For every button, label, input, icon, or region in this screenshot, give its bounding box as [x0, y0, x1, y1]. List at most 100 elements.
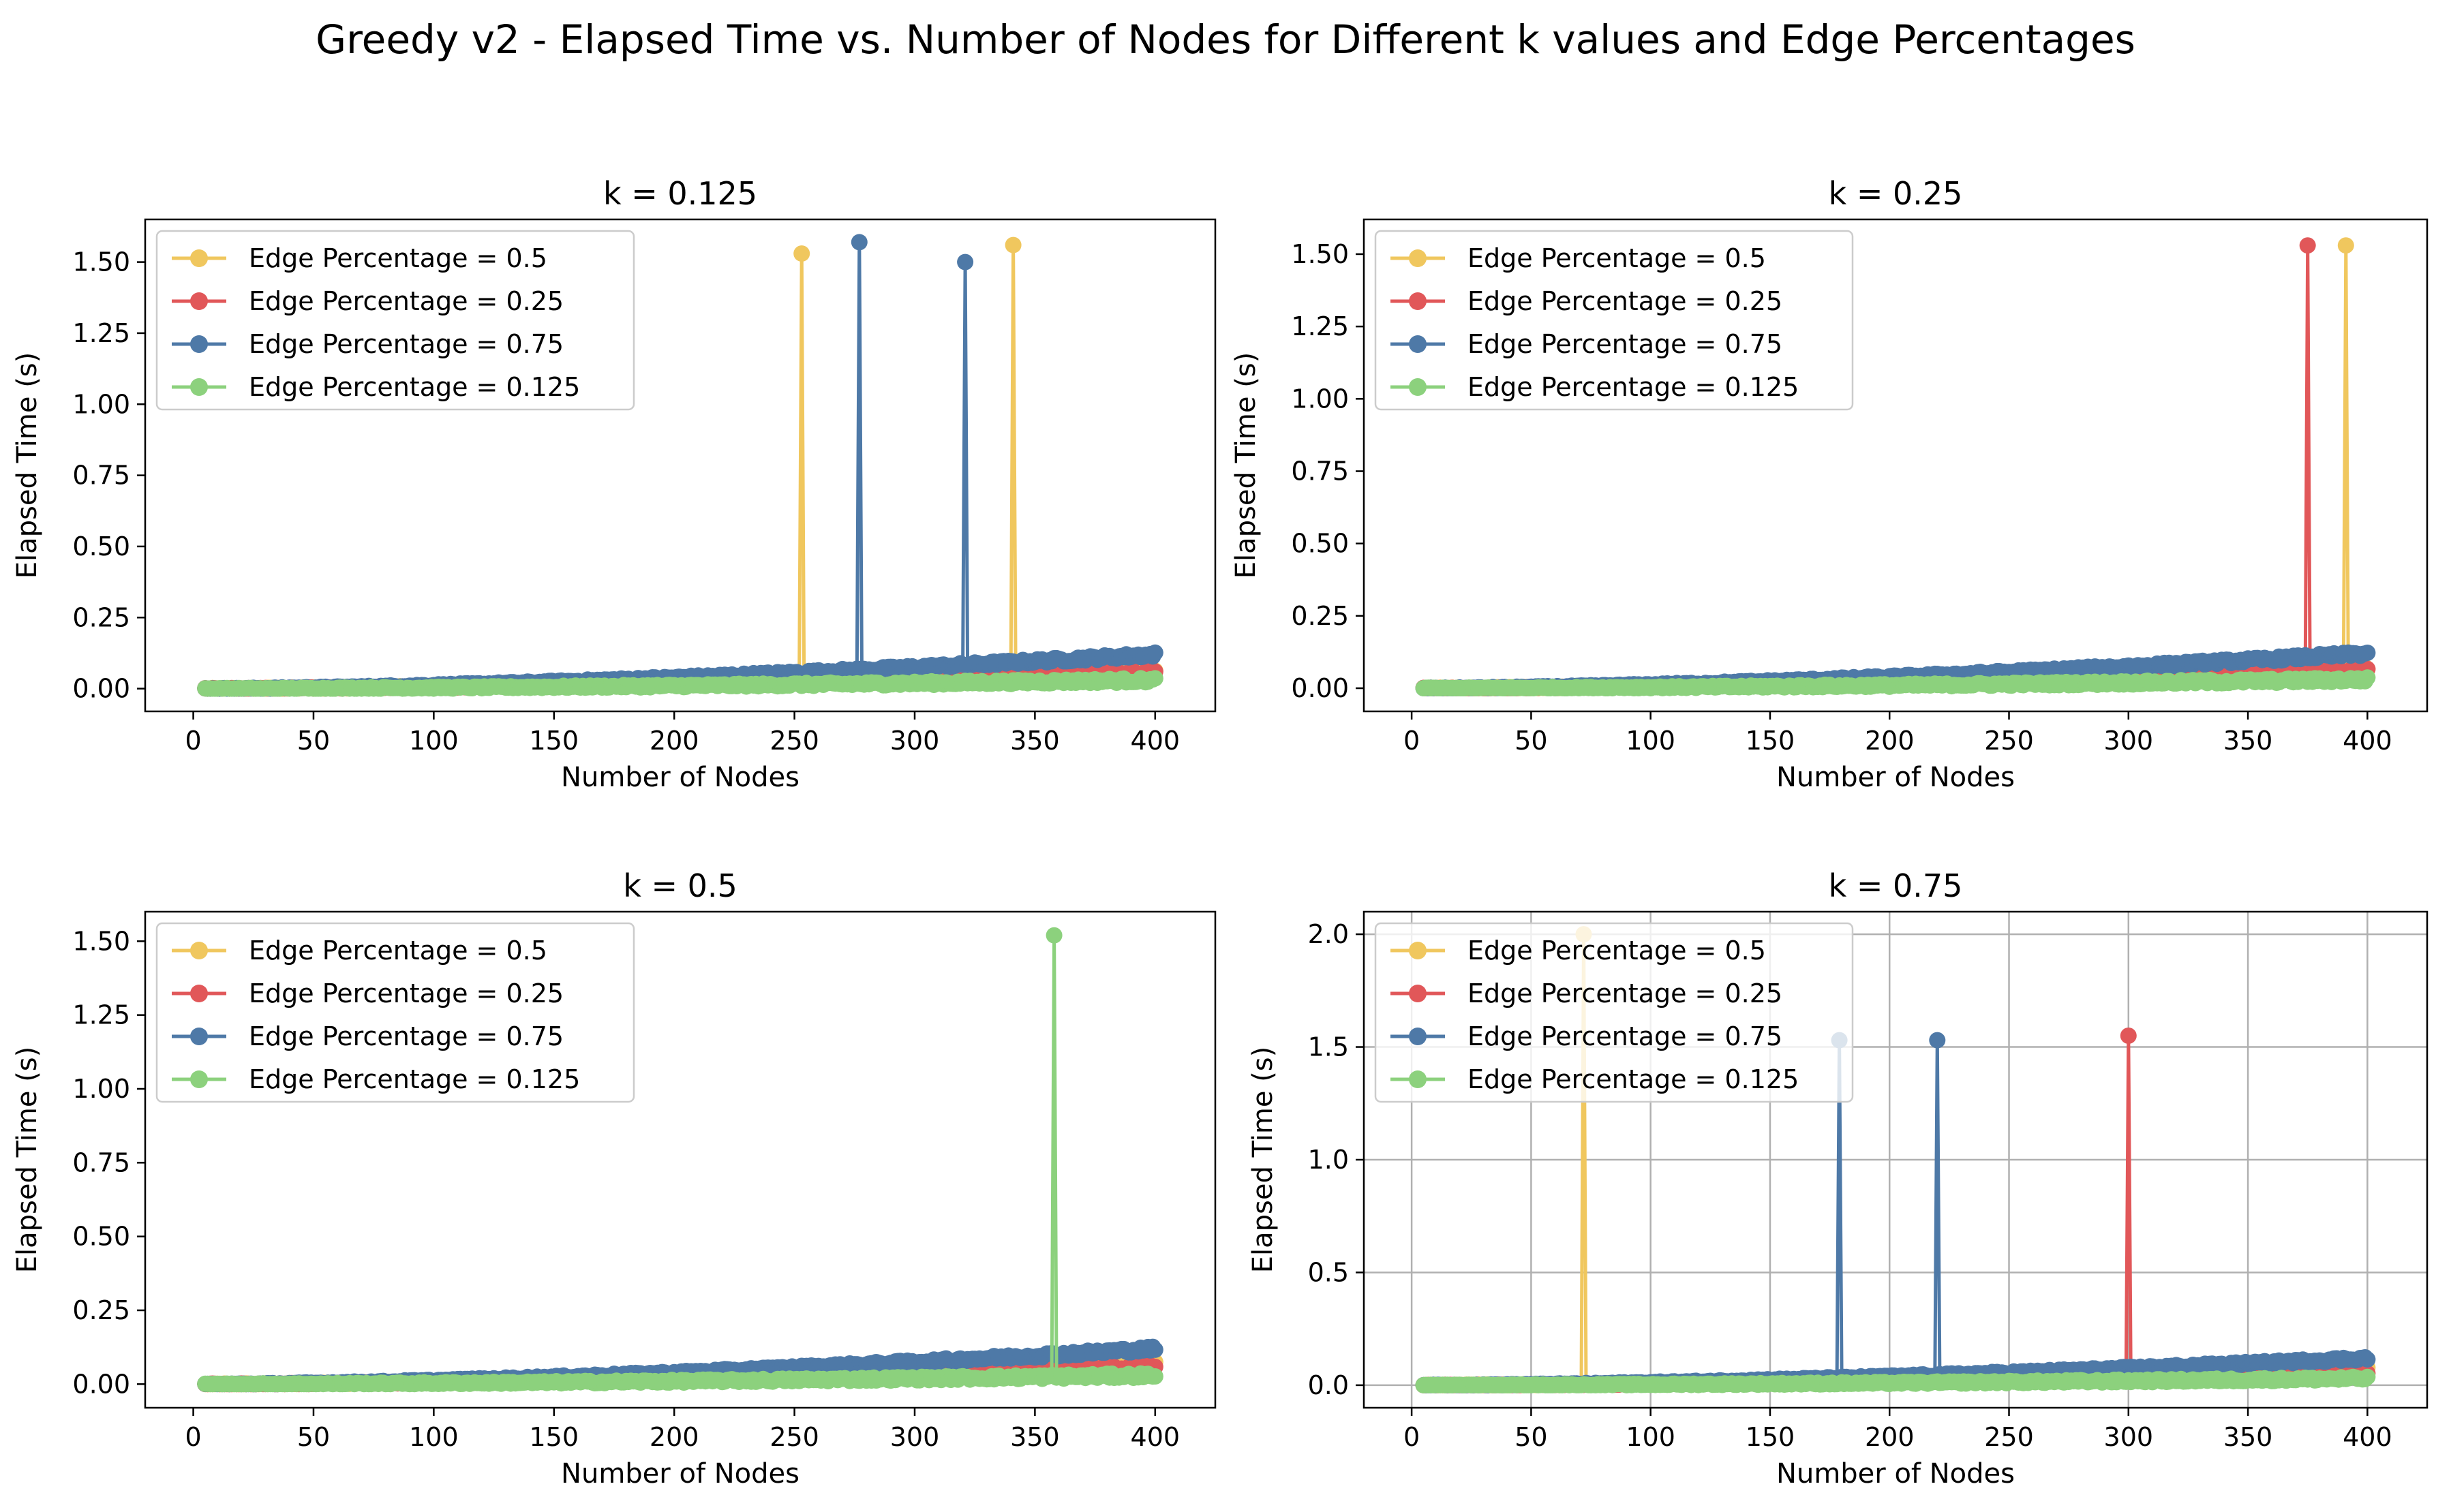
y-tick-label: 0.00: [72, 674, 130, 704]
x-tick-label: 150: [530, 1422, 579, 1452]
legend-label: Edge Percentage = 0.75: [249, 329, 564, 359]
x-tick-label: 350: [1010, 1422, 1060, 1452]
x-axis-label: Number of Nodes: [1776, 762, 2015, 793]
data-point: [1046, 927, 1063, 944]
x-tick-label: 400: [1131, 1422, 1181, 1452]
x-tick-label: 100: [409, 726, 459, 756]
subplot-3: 0 50 100 150 200 250 300 350 4000.000.250.500.75…: [12, 867, 1217, 1490]
data-point: [2359, 669, 2376, 686]
x-tick-label: 200: [650, 726, 699, 756]
y-tick-label: 1.00: [1291, 384, 1349, 414]
data-point: [957, 253, 974, 271]
legend: Edge Percentage = 0.5 Edge Percentage = 0…: [155, 230, 635, 411]
legend: Edge Percentage = 0.5 Edge Percentage = 0…: [1374, 230, 1854, 411]
x-axis-label: Number of Nodes: [561, 1458, 800, 1490]
x-tick-label: 300: [890, 726, 940, 756]
data-point: [1146, 644, 1163, 661]
y-tick-label: 1.25: [72, 1000, 130, 1030]
subplot-title: k = 0.125: [603, 175, 757, 212]
axes-frame: [144, 910, 1217, 1409]
plot-area: [1415, 926, 2376, 1393]
x-tick-label: 200: [650, 1422, 699, 1452]
y-axis-label: Elapsed Time (s): [12, 352, 43, 579]
y-tick-label: 0.50: [72, 531, 130, 561]
legend-marker: [190, 1028, 208, 1045]
x-tick-label: 150: [1746, 726, 1795, 756]
data-point: [1146, 1341, 1163, 1358]
x-tick-label: 350: [2223, 726, 2273, 756]
legend-label: Edge Percentage = 0.25: [1467, 286, 1782, 316]
y-tick-label: 0.75: [1291, 456, 1349, 486]
legend-label: Edge Percentage = 0.5: [249, 243, 547, 273]
x-tick-label: 250: [770, 1422, 819, 1452]
data-point: [2359, 645, 2376, 661]
figure-title: Greedy v2 - Elapsed Time vs. Number of N…: [316, 16, 2135, 63]
data-point: [1146, 670, 1163, 687]
legend-marker: [1409, 292, 1427, 310]
legend-marker: [190, 292, 208, 310]
y-tick-label: 0.25: [72, 602, 130, 632]
legend: Edge Percentage = 0.5 Edge Percentage = 0…: [155, 922, 635, 1103]
plot-area: [197, 234, 1163, 697]
x-tick-label: 250: [770, 726, 819, 756]
legend-box: [155, 922, 635, 1103]
legend-label: Edge Percentage = 0.75: [1467, 329, 1782, 359]
x-tick-label: 50: [1514, 726, 1547, 756]
data-point: [2299, 237, 2316, 254]
x-tick-label: 50: [297, 726, 330, 756]
legend-label: Edge Percentage = 0.125: [249, 1064, 580, 1094]
y-tick-label: 1.25: [72, 318, 130, 348]
y-tick-label: 0.50: [72, 1222, 130, 1252]
x-tick-label: 0: [1403, 726, 1420, 756]
data-point: [793, 245, 810, 262]
x-tick-label: 250: [1984, 726, 2034, 756]
y-tick-label: 1.50: [1291, 239, 1349, 269]
subplot-title: k = 0.5: [623, 867, 737, 904]
data-point: [1005, 236, 1022, 253]
legend-marker: [1409, 249, 1427, 267]
legend-marker: [190, 378, 208, 396]
subplot-2: 0 50 100 150 200 250 300 350 4000.000.250.500.75…: [1230, 175, 2429, 793]
y-tick-label: 1.25: [1291, 311, 1349, 341]
y-tick-label: 1.00: [72, 389, 130, 419]
plot-area: [197, 927, 1163, 1393]
subplot-1: 0 50 100 150 200 250 300 350 400 0.00 0.25 0.50 0.75…: [12, 175, 1217, 793]
x-tick-label: 100: [1626, 726, 1675, 756]
x-tick-label: 0: [185, 726, 201, 756]
x-tick-label: 0: [185, 1422, 201, 1452]
x-tick-label: 400: [1131, 726, 1181, 756]
x-tick-label: 350: [1010, 726, 1060, 756]
legend-label: Edge Percentage = 0.125: [1467, 372, 1799, 402]
series-ep-0-125: [1415, 669, 2376, 696]
y-tick-label: 0.25: [1291, 601, 1349, 631]
x-axis-label: Number of Nodes: [561, 762, 800, 793]
subplot-title: k = 0.25: [1829, 175, 1963, 212]
y-tick-label: 1.50: [72, 926, 130, 956]
y-tick-label: 0.75: [72, 461, 130, 491]
legend-label: Edge Percentage = 0.5: [249, 936, 547, 966]
x-tick-label: 150: [530, 726, 579, 756]
x-tick-label: 400: [2343, 726, 2392, 756]
legend-marker: [190, 1070, 208, 1088]
y-axis-label: Elapsed Time (s): [1230, 352, 1262, 579]
y-tick-label: 0.75: [72, 1147, 130, 1177]
legend-marker: [1409, 378, 1427, 396]
x-tick-label: 300: [890, 1422, 940, 1452]
x-tick-label: 300: [2104, 726, 2154, 756]
y-axis-label: Elapsed Time (s): [12, 1047, 43, 1274]
plot-area: [1415, 237, 2376, 696]
legend-box: [1374, 230, 1854, 411]
y-tick-label: 1.00: [72, 1074, 130, 1104]
legend-marker: [1409, 335, 1427, 353]
legend-label: Edge Percentage = 0.25: [249, 978, 564, 1008]
series-ep-0-125: [197, 927, 1163, 1393]
y-tick-label: 0.50: [1291, 529, 1349, 559]
legend-label: Edge Percentage = 0.5: [1467, 243, 1766, 273]
x-tick-label: 100: [409, 1422, 459, 1452]
y-tick-label: 0.25: [72, 1295, 130, 1325]
legend-label: Edge Percentage = 0.75: [249, 1021, 564, 1051]
data-point: [2337, 237, 2354, 254]
y-tick-label: 1.50: [72, 247, 130, 277]
legend-marker: [190, 985, 208, 1002]
